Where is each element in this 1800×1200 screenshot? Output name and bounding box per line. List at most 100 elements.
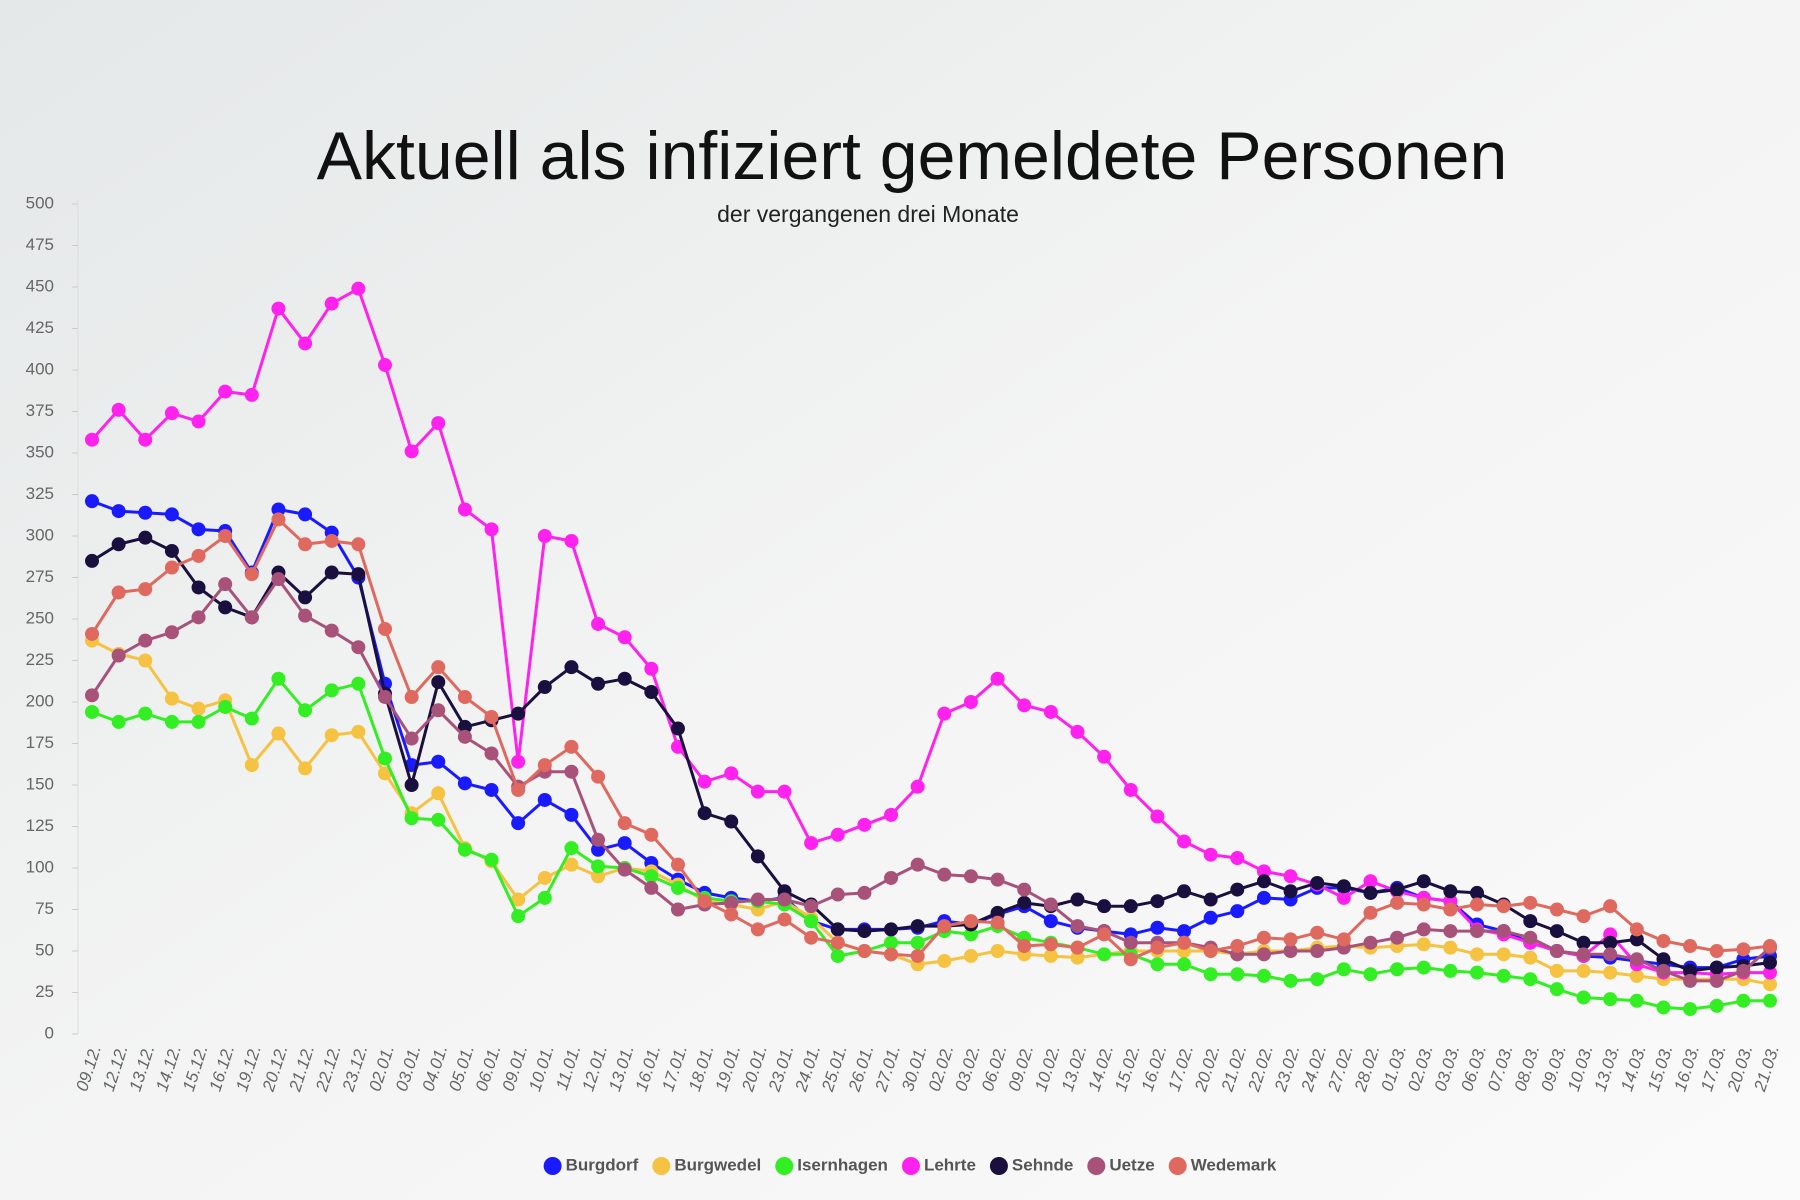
data-point	[1043, 704, 1058, 719]
data-point	[1177, 834, 1192, 849]
data-point	[910, 779, 925, 794]
data-point	[937, 953, 952, 968]
data-point	[537, 680, 552, 695]
y-tick-label: 300	[26, 525, 54, 544]
data-point	[351, 567, 366, 582]
data-point	[1683, 939, 1698, 954]
data-point	[1177, 884, 1192, 899]
data-point	[324, 533, 339, 548]
data-point	[1256, 947, 1271, 962]
data-point	[830, 922, 845, 937]
data-point	[1736, 942, 1751, 957]
data-point	[1763, 977, 1777, 992]
data-point	[1177, 935, 1192, 950]
data-point	[1150, 894, 1165, 909]
data-point	[1470, 924, 1485, 939]
data-point	[218, 600, 233, 615]
data-point	[164, 406, 179, 421]
data-point	[298, 703, 313, 718]
data-point	[111, 537, 126, 552]
data-point	[724, 766, 739, 781]
data-point	[591, 842, 606, 857]
data-point	[670, 857, 685, 872]
data-point	[564, 857, 579, 872]
data-point	[404, 731, 419, 746]
data-point	[884, 870, 899, 885]
data-point	[191, 714, 206, 729]
data-point	[750, 892, 765, 907]
data-point	[1629, 922, 1644, 937]
data-point	[1043, 897, 1058, 912]
data-point	[830, 827, 845, 842]
data-point	[990, 872, 1005, 887]
data-point	[1150, 940, 1165, 955]
y-tick-label: 125	[26, 816, 54, 835]
y-tick-label: 425	[26, 318, 54, 337]
data-point	[218, 699, 233, 714]
data-point	[511, 909, 526, 924]
data-point	[724, 907, 739, 922]
data-point	[1256, 968, 1271, 983]
data-point	[1017, 939, 1032, 954]
legend-marker	[775, 1157, 794, 1175]
data-point	[857, 944, 872, 958]
data-point	[377, 751, 392, 766]
data-point	[1629, 952, 1644, 967]
data-point	[218, 384, 233, 399]
data-point	[750, 922, 765, 937]
legend-marker	[543, 1157, 562, 1175]
data-point	[564, 764, 579, 779]
y-tick-label: 500	[26, 193, 54, 212]
legend: Burgdorf Burgwedel Isernhagen Lehrte Sehnde U…	[543, 1155, 1277, 1175]
data-point	[990, 944, 1005, 958]
y-tick-label: 175	[26, 733, 54, 752]
data-point	[1576, 963, 1591, 978]
data-point	[484, 709, 499, 724]
data-point	[830, 887, 845, 902]
data-point	[1390, 882, 1405, 897]
data-point	[1549, 924, 1564, 939]
data-point	[1603, 899, 1618, 914]
data-point	[617, 836, 632, 851]
data-point	[1363, 874, 1378, 889]
data-point	[85, 626, 99, 641]
data-point	[564, 660, 579, 675]
data-point	[937, 867, 952, 882]
data-point	[404, 778, 419, 792]
data-point	[1070, 724, 1085, 739]
data-point	[724, 895, 739, 910]
data-point	[1523, 930, 1538, 945]
legend-label: Uetze	[1109, 1155, 1154, 1174]
data-point	[591, 616, 606, 631]
data-point	[164, 714, 179, 729]
data-point	[1416, 922, 1431, 937]
data-point	[697, 894, 712, 909]
data-point	[644, 880, 659, 895]
data-point	[85, 688, 99, 703]
data-point	[138, 582, 153, 597]
data-point	[1576, 935, 1591, 950]
data-point	[937, 919, 952, 934]
data-point	[511, 782, 526, 797]
data-point	[511, 892, 526, 907]
data-point	[457, 502, 472, 517]
data-point	[1603, 965, 1618, 980]
y-tick-label: 75	[35, 899, 54, 918]
data-point	[164, 507, 179, 522]
data-point	[1177, 924, 1192, 939]
data-point	[404, 811, 419, 826]
data-point	[1470, 965, 1485, 980]
legend-label: Sehnde	[1012, 1155, 1073, 1174]
data-point	[1256, 890, 1271, 905]
data-point	[537, 870, 552, 885]
data-point	[670, 721, 685, 736]
data-point	[1097, 749, 1112, 764]
data-point	[244, 567, 259, 582]
data-point	[1230, 904, 1245, 919]
data-point	[1736, 993, 1751, 1008]
data-point	[431, 660, 446, 675]
data-point	[484, 746, 499, 761]
data-point	[1763, 993, 1777, 1008]
data-point	[697, 806, 712, 821]
data-point	[884, 947, 899, 962]
